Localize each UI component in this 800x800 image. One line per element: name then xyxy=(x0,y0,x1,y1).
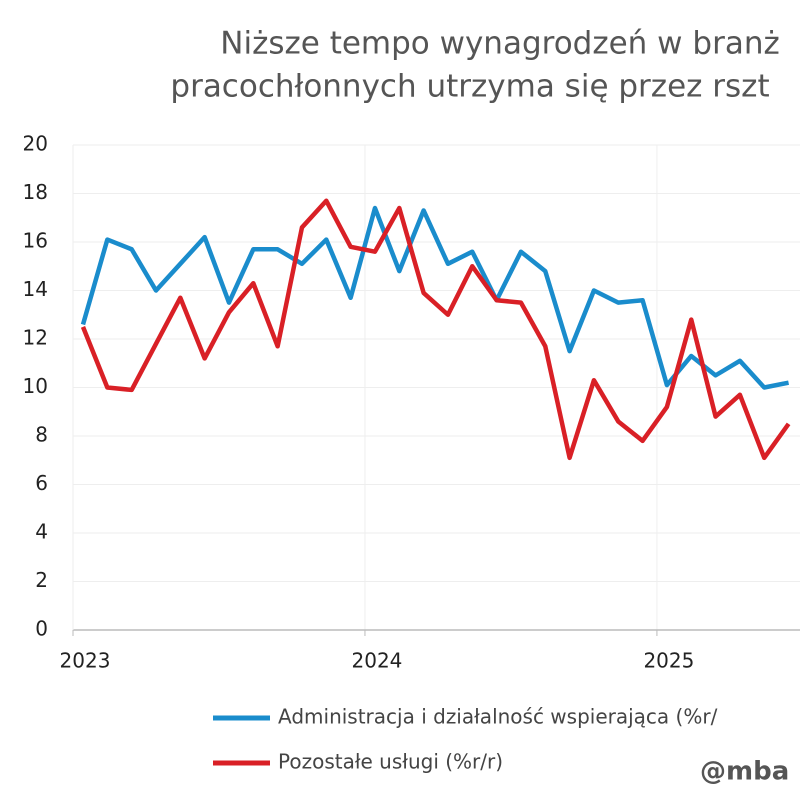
y-tick-label: 8 xyxy=(35,423,48,447)
x-tick-label: 2023 xyxy=(60,649,111,673)
y-tick-label: 6 xyxy=(35,471,48,495)
x-tick-label: 2025 xyxy=(643,649,694,673)
y-tick-label: 10 xyxy=(23,374,48,398)
y-tick-label: 12 xyxy=(23,326,48,350)
legend-label: Administracja i działalność wspierająca … xyxy=(278,705,718,729)
y-tick-label: 0 xyxy=(35,617,48,641)
chart-title: Niższe tempo wynagrodzeń w branż xyxy=(220,26,779,62)
watermark: @mba xyxy=(700,757,789,787)
y-tick-label: 2 xyxy=(35,568,48,592)
y-tick-label: 18 xyxy=(23,180,48,204)
legend-label: Pozostałe usługi (%r/r) xyxy=(278,750,503,774)
chart-title: pracochłonnych utrzyma się przez rszt xyxy=(170,69,769,105)
series-line xyxy=(80,205,790,390)
y-tick-label: 20 xyxy=(23,132,48,156)
y-tick-label: 16 xyxy=(23,229,48,253)
x-tick-label: 2024 xyxy=(352,649,403,673)
y-tick-label: 4 xyxy=(35,520,48,544)
series-line xyxy=(80,198,791,461)
y-tick-label: 14 xyxy=(23,277,48,301)
